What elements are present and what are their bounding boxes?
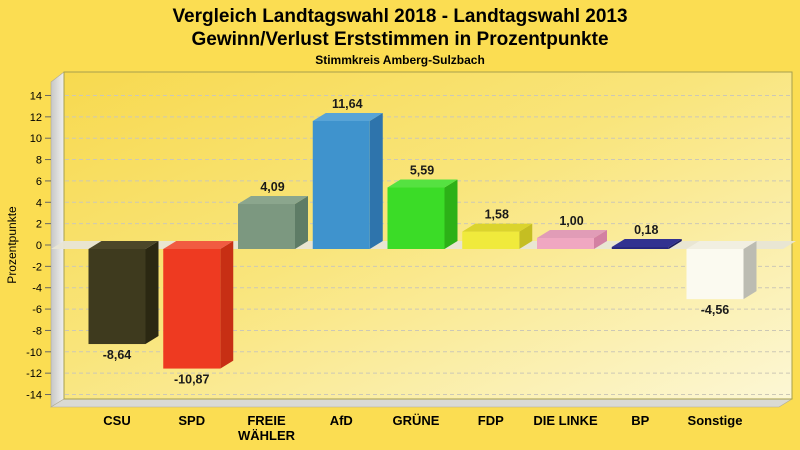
floor: [49, 398, 794, 408]
bar-group-sonstige: -4,56: [686, 241, 757, 317]
bar-top: [88, 241, 159, 249]
bar-group-spd: -10,87: [163, 241, 234, 387]
bar-top: [163, 241, 234, 249]
bar-value-label: -10,87: [174, 373, 209, 387]
y-tick-label: 12: [30, 112, 42, 124]
y-tick-label: -10: [26, 347, 42, 359]
bar-group-bp: 0,18: [611, 223, 682, 249]
bar-front: [238, 204, 295, 249]
bar-value-label: 5,59: [410, 164, 434, 178]
x-category-label: Sonstige: [688, 413, 743, 428]
x-category-label: GRÜNE: [393, 413, 440, 428]
y-tick-label: -14: [26, 390, 42, 402]
y-tick-label: 10: [30, 133, 42, 145]
bar-front: [387, 187, 445, 249]
y-tick-label: -12: [26, 368, 42, 380]
x-category-label: FDP: [478, 413, 504, 428]
x-category-label: DIE LINKE: [533, 413, 598, 428]
chart-title-line1: Vergleich Landtagswahl 2018 - Landtagswa…: [172, 6, 628, 27]
bar-front: [163, 249, 221, 369]
bar-top: [686, 241, 757, 249]
chart-subtitle: Stimmkreis Amberg-Sulzbach: [315, 53, 485, 67]
y-tick-label: 0: [36, 240, 42, 252]
y-tick-label: 8: [36, 155, 42, 167]
bar-top: [537, 230, 607, 238]
y-axis-title: Prozentpunkte: [5, 206, 19, 284]
bar-side: [220, 241, 234, 369]
bar-side: [743, 241, 757, 300]
x-category-label: CSU: [103, 413, 130, 428]
bar-value-label: -8,64: [103, 348, 132, 362]
bar-side: [145, 241, 159, 345]
chart-title-line2: Gewinn/Verlust Erststimmen in Prozentpun…: [191, 29, 609, 50]
left-wall: [50, 71, 65, 408]
bar-front: [312, 120, 370, 250]
bar-group-fdp: 1,58: [462, 208, 533, 249]
bar-front: [686, 249, 744, 300]
x-category-label: FREIE: [247, 413, 286, 428]
bar-group-afd: 11,64: [312, 97, 383, 250]
bar-front: [611, 247, 669, 249]
bar-side: [444, 179, 458, 249]
bar-value-label: 0,18: [634, 223, 658, 237]
bar-top: [312, 112, 383, 121]
bar-top: [238, 196, 308, 205]
bar-group-csu: -8,64: [88, 241, 159, 362]
bar-value-label: 1,58: [485, 208, 509, 222]
bar-side: [295, 196, 308, 249]
y-tick-label: 2: [36, 219, 42, 231]
y-tick-label: -8: [32, 325, 42, 337]
y-tick-label: -2: [32, 261, 42, 273]
x-category-label: SPD: [178, 413, 205, 428]
bar-front: [462, 231, 520, 249]
bar-value-label: 11,64: [332, 97, 363, 111]
bar-value-label: -4,56: [701, 303, 730, 317]
bar-front: [88, 249, 146, 345]
bar-top: [387, 179, 458, 188]
bar-front: [537, 238, 594, 249]
bar-side: [594, 230, 607, 249]
y-tick-label: 6: [36, 176, 42, 188]
x-category-label: WÄHLER: [238, 428, 296, 443]
y-tick-label: -4: [32, 283, 42, 295]
bar-side: [668, 239, 682, 249]
bar-top: [462, 223, 533, 232]
x-category-label: AfD: [330, 413, 353, 428]
bar-value-label: 1,00: [559, 214, 583, 228]
bar-side: [519, 223, 533, 249]
bar-group-grüne: 5,59: [387, 164, 458, 249]
y-tick-label: 14: [30, 90, 42, 102]
y-tick-label: -6: [32, 304, 42, 316]
bar-group-die-linke: 1,00: [537, 214, 607, 249]
bar-side: [369, 112, 383, 250]
y-tick-label: 4: [36, 197, 42, 209]
bar-top: [611, 239, 682, 248]
bar-value-label: 4,09: [260, 180, 284, 194]
bar-group-freie-wähler: 4,09: [238, 180, 308, 249]
x-category-label: BP: [631, 413, 649, 428]
